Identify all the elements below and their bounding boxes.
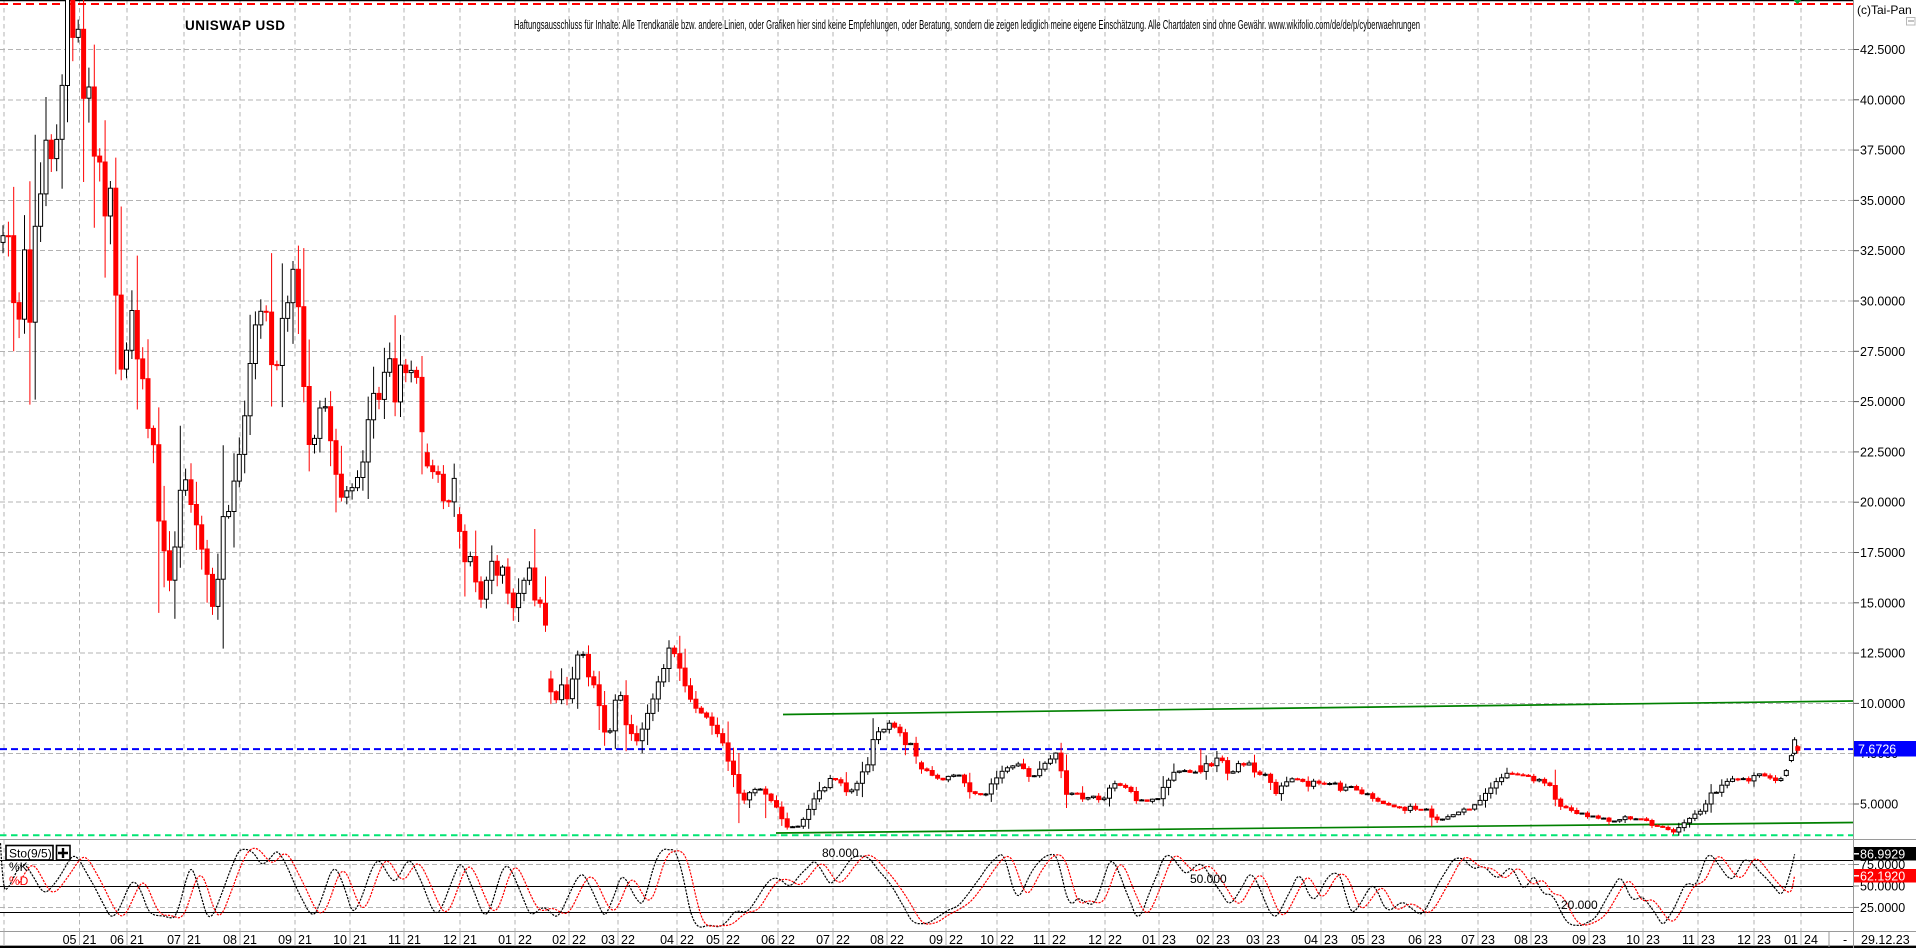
svg-text:(c)Tai-Pan: (c)Tai-Pan: [1857, 3, 1912, 17]
svg-text:50.0000: 50.0000: [1860, 880, 1905, 894]
svg-text:32.5000: 32.5000: [1860, 244, 1905, 258]
svg-text:Sto(9/5): Sto(9/5): [9, 847, 52, 861]
svg-text:03: 03: [1246, 933, 1260, 947]
svg-text:37.5000: 37.5000: [1860, 144, 1905, 158]
svg-text:86.9929: 86.9929: [1860, 848, 1905, 862]
svg-text:23: 23: [1592, 933, 1606, 947]
svg-text:22: 22: [680, 933, 694, 947]
svg-text:12: 12: [1737, 933, 1751, 947]
svg-text:12: 12: [443, 933, 457, 947]
svg-text:17.5000: 17.5000: [1860, 546, 1905, 560]
svg-text:22: 22: [890, 933, 904, 947]
svg-text:11: 11: [388, 933, 401, 947]
svg-text:22: 22: [621, 933, 635, 947]
svg-text:09: 09: [278, 933, 292, 947]
svg-text:10: 10: [333, 933, 347, 947]
svg-text:10: 10: [980, 933, 994, 947]
svg-text:02: 02: [1196, 933, 1210, 947]
svg-text:22: 22: [572, 933, 586, 947]
svg-text:75.0000: 75.0000: [1860, 858, 1905, 872]
svg-text:25.0000: 25.0000: [1860, 901, 1905, 915]
svg-text:23: 23: [1324, 933, 1338, 947]
svg-text:22: 22: [836, 933, 850, 947]
svg-text:23: 23: [1534, 933, 1548, 947]
svg-text:23: 23: [1428, 933, 1442, 947]
svg-text:%D: %D: [9, 874, 29, 888]
svg-text:22: 22: [726, 933, 740, 947]
svg-text:UNISWAP USD: UNISWAP USD: [185, 18, 285, 33]
svg-text:22: 22: [1052, 933, 1066, 947]
svg-text:50.000: 50.000: [1190, 872, 1227, 886]
svg-text:20.000: 20.000: [1561, 898, 1598, 912]
svg-text:07: 07: [167, 933, 181, 947]
svg-text:20.0000: 20.0000: [1860, 496, 1905, 510]
svg-text:07: 07: [1461, 933, 1475, 947]
svg-text:5.0000: 5.0000: [1860, 798, 1898, 812]
svg-text:12: 12: [1088, 933, 1102, 947]
svg-text:12.5000: 12.5000: [1860, 647, 1905, 661]
svg-text:05: 05: [1351, 933, 1365, 947]
svg-text:22.5000: 22.5000: [1860, 445, 1905, 459]
svg-text:01: 01: [498, 933, 512, 947]
svg-text:21: 21: [353, 933, 367, 947]
svg-text:35.0000: 35.0000: [1860, 194, 1905, 208]
svg-text:11: 11: [1033, 933, 1046, 947]
svg-text:25.0000: 25.0000: [1860, 395, 1905, 409]
svg-text:05: 05: [63, 933, 77, 947]
svg-text:23: 23: [1216, 933, 1230, 947]
svg-text:23: 23: [1757, 933, 1771, 947]
svg-text:21: 21: [298, 933, 312, 947]
svg-text:02: 02: [552, 933, 566, 947]
svg-text:06: 06: [761, 933, 775, 947]
svg-text:09: 09: [929, 933, 943, 947]
svg-text:23: 23: [1371, 933, 1385, 947]
svg-text:04: 04: [1304, 933, 1318, 947]
svg-text:01: 01: [1784, 933, 1798, 947]
svg-text:30.0000: 30.0000: [1860, 295, 1905, 309]
svg-text:21: 21: [463, 933, 477, 947]
svg-text:21: 21: [130, 933, 144, 947]
svg-text:06: 06: [1408, 933, 1422, 947]
svg-text:21: 21: [407, 933, 421, 947]
svg-text:05: 05: [706, 933, 720, 947]
svg-text:09: 09: [1572, 933, 1586, 947]
svg-text:23: 23: [1162, 933, 1176, 947]
svg-text:-: -: [1843, 933, 1847, 947]
svg-text:06: 06: [110, 933, 124, 947]
svg-text:29.12.23: 29.12.23: [1861, 933, 1910, 947]
svg-text:04: 04: [660, 933, 674, 947]
svg-text:%K: %K: [9, 860, 28, 874]
svg-text:22: 22: [1000, 933, 1014, 947]
svg-text:11: 11: [1682, 933, 1695, 947]
svg-text:15.0000: 15.0000: [1860, 596, 1905, 610]
svg-text:80.000: 80.000: [822, 846, 859, 860]
svg-text:22: 22: [518, 933, 532, 947]
svg-text:24: 24: [1804, 933, 1818, 947]
svg-text:08: 08: [1514, 933, 1528, 947]
svg-text:21: 21: [243, 933, 257, 947]
svg-text:Haftungsausschluss für Inhalte: Haftungsausschluss für Inhalte: Alle Tre…: [514, 18, 1420, 32]
svg-text:62.1920: 62.1920: [1860, 870, 1905, 884]
svg-text:08: 08: [223, 933, 237, 947]
svg-text:23: 23: [1481, 933, 1495, 947]
svg-text:22: 22: [949, 933, 963, 947]
svg-text:7.6726: 7.6726: [1858, 743, 1896, 757]
svg-text:21: 21: [187, 933, 201, 947]
svg-text:42.5000: 42.5000: [1860, 43, 1905, 57]
svg-text:23: 23: [1701, 933, 1715, 947]
svg-text:10: 10: [1626, 933, 1640, 947]
svg-text:01: 01: [1142, 933, 1156, 947]
svg-text:23: 23: [1646, 933, 1660, 947]
svg-text:22: 22: [1108, 933, 1122, 947]
svg-text:07: 07: [816, 933, 830, 947]
svg-text:22: 22: [781, 933, 795, 947]
svg-text:27.5000: 27.5000: [1860, 345, 1905, 359]
svg-text:08: 08: [870, 933, 884, 947]
svg-text:40.0000: 40.0000: [1860, 93, 1905, 107]
svg-text:21: 21: [83, 933, 97, 947]
svg-text:03: 03: [601, 933, 615, 947]
svg-text:23: 23: [1266, 933, 1280, 947]
svg-text:10.0000: 10.0000: [1860, 697, 1905, 711]
